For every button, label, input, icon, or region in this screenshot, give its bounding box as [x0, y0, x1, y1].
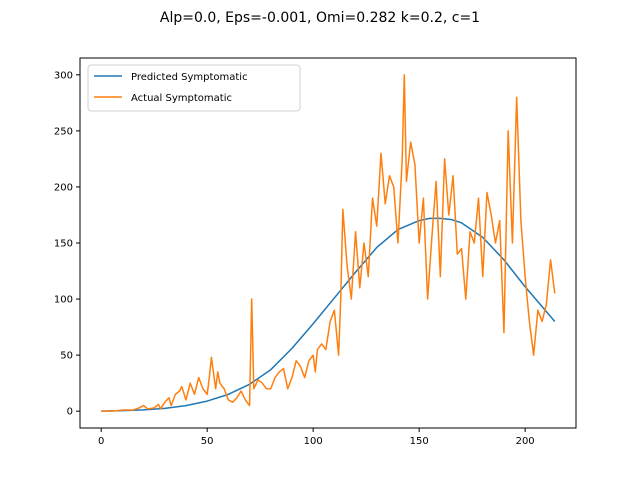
series-line-actual-symptomatic: [101, 74, 556, 412]
axes-frame: [79, 57, 577, 429]
x-tick-label: 150: [410, 436, 429, 447]
y-axis-ticks: 0 50 100 150 200 250 300: [54, 70, 80, 418]
x-tick-label: 0: [98, 436, 104, 447]
legend-label-predicted: Predicted Symptomatic: [131, 72, 248, 83]
y-tick-label: 0: [67, 407, 73, 418]
y-tick-label: 200: [54, 182, 73, 193]
x-tick-label: 200: [516, 436, 535, 447]
legend: Predicted Symptomatic Actual Symptomatic: [87, 64, 301, 112]
x-tick-label: 100: [304, 436, 323, 447]
series-line-predicted-symptomatic: [101, 217, 556, 412]
legend-box: [87, 64, 301, 112]
series-lines: [101, 74, 556, 412]
y-tick-label: 150: [54, 239, 73, 250]
plot-area: 0 50 100 150 200 0 50 100 150 200 250 300: [54, 57, 577, 447]
chart-title: Alp=0.0, Eps=-0.001, Omi=0.282 k=0.2, c=…: [160, 10, 480, 26]
y-tick-label: 100: [54, 295, 73, 306]
legend-label-actual: Actual Symptomatic: [131, 93, 232, 104]
y-tick-label: 250: [54, 126, 73, 137]
x-tick-label: 50: [201, 436, 214, 447]
y-tick-label: 300: [54, 70, 73, 81]
y-tick-label: 50: [60, 351, 73, 362]
x-axis-ticks: 0 50 100 150 200: [98, 428, 535, 447]
